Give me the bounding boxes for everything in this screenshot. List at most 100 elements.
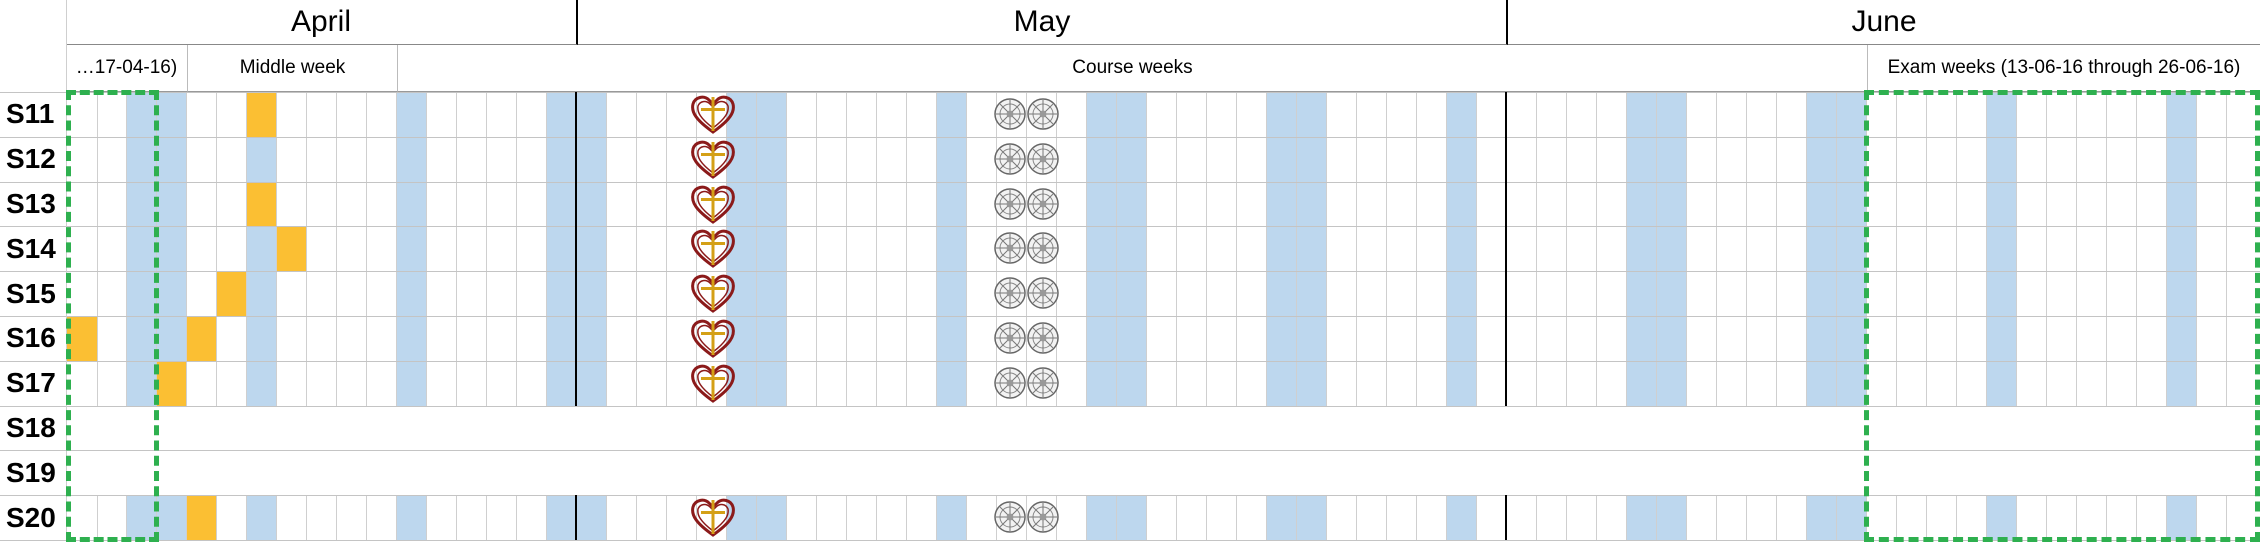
- heart-cross-icon[interactable]: [688, 362, 738, 409]
- weekend-cell[interactable]: [936, 92, 966, 137]
- grid-line: [2226, 495, 2227, 540]
- weekend-cell[interactable]: [396, 92, 426, 137]
- weekend-cell[interactable]: [936, 271, 966, 316]
- weekend-cell[interactable]: [2166, 181, 2196, 227]
- grid-line: [1686, 92, 1687, 406]
- row-label[interactable]: S14: [6, 232, 56, 264]
- heart-cross-icon[interactable]: [688, 93, 738, 140]
- weekend-cell[interactable]: [936, 226, 966, 272]
- marker-cell[interactable]: [246, 92, 276, 137]
- marker-cell[interactable]: [216, 271, 246, 316]
- weekend-cell[interactable]: [1446, 92, 1476, 137]
- weekend-cell[interactable]: [1446, 181, 1476, 227]
- weekend-cell[interactable]: [2166, 92, 2196, 137]
- weekend-cell[interactable]: [246, 271, 276, 316]
- weekend-cell[interactable]: [246, 360, 276, 406]
- heart-cross-icon[interactable]: [688, 183, 738, 230]
- heart-cross-icon[interactable]: [688, 138, 738, 185]
- double-gear-icon[interactable]: [994, 363, 1060, 408]
- row-label[interactable]: S13: [6, 187, 56, 219]
- weekend-cell[interactable]: [396, 181, 426, 227]
- row-label[interactable]: S11: [6, 98, 55, 130]
- weekend-cell[interactable]: [1446, 226, 1476, 272]
- row-label[interactable]: S19: [6, 456, 56, 488]
- marker-cell[interactable]: [276, 226, 306, 272]
- marker-cell[interactable]: [66, 316, 97, 361]
- weekend-cell[interactable]: [1986, 271, 2016, 316]
- weekend-cell[interactable]: [1986, 181, 2016, 227]
- weekend-cell[interactable]: [1986, 495, 2016, 540]
- double-gear-icon[interactable]: [994, 94, 1060, 139]
- period-header-course-weeks[interactable]: Course weeks: [398, 45, 1868, 92]
- grid-line: [2076, 92, 2077, 406]
- weekend-cell[interactable]: [1446, 360, 1476, 406]
- weekend-cell[interactable]: [1446, 271, 1476, 316]
- row-label[interactable]: S18: [6, 411, 56, 443]
- weekend-cell[interactable]: [936, 360, 966, 406]
- double-gear-icon[interactable]: [994, 273, 1060, 318]
- marker-cell[interactable]: [186, 495, 216, 540]
- grid-line: [1416, 495, 1417, 540]
- row-label[interactable]: S17: [6, 367, 56, 399]
- grid-line: [1956, 92, 1957, 406]
- weekend-cell[interactable]: [1986, 360, 2016, 406]
- grid-line: [216, 92, 217, 406]
- weekend-cell[interactable]: [1986, 316, 2016, 361]
- weekend-cell[interactable]: [1986, 92, 2016, 137]
- double-gear-icon[interactable]: [994, 318, 1060, 363]
- period-header-exam-weeks[interactable]: Exam weeks (13-06-16 through 26-06-16): [1868, 45, 2260, 92]
- weekend-cell[interactable]: [396, 271, 426, 316]
- weekend-cell[interactable]: [1446, 495, 1476, 540]
- weekend-cell[interactable]: [2166, 226, 2196, 272]
- row-label[interactable]: S12: [6, 143, 56, 175]
- grid-line: [1716, 495, 1717, 540]
- weekend-cell[interactable]: [246, 136, 276, 182]
- weekend-cell[interactable]: [1446, 316, 1476, 361]
- marker-cell[interactable]: [156, 360, 186, 406]
- weekend-cell[interactable]: [246, 226, 276, 272]
- weekend-cell[interactable]: [396, 495, 426, 540]
- heart-cross-icon[interactable]: [688, 317, 738, 364]
- row-label[interactable]: S16: [6, 322, 56, 354]
- weekend-cell[interactable]: [936, 181, 966, 227]
- heart-cross-icon[interactable]: [688, 272, 738, 319]
- double-gear-icon[interactable]: [994, 228, 1060, 273]
- marker-cell[interactable]: [186, 316, 216, 361]
- weekend-cell[interactable]: [2166, 136, 2196, 182]
- weekend-cell[interactable]: [246, 316, 276, 361]
- grid-line: [756, 92, 757, 406]
- heart-cross-icon[interactable]: [688, 496, 738, 543]
- double-gear-icon[interactable]: [994, 497, 1060, 542]
- weekend-cell[interactable]: [1986, 136, 2016, 182]
- weekend-cell[interactable]: [936, 136, 966, 182]
- period-header-easter-week[interactable]: …17-04-16): [66, 45, 188, 92]
- weekend-cell[interactable]: [2166, 316, 2196, 361]
- double-gear-icon[interactable]: [994, 184, 1060, 229]
- heart-cross-icon[interactable]: [688, 227, 738, 274]
- weekend-cell[interactable]: [396, 226, 426, 272]
- marker-cell[interactable]: [246, 181, 276, 227]
- weekend-cell[interactable]: [2166, 271, 2196, 316]
- weekend-cell[interactable]: [936, 316, 966, 361]
- month-header-may[interactable]: May: [578, 0, 1508, 45]
- grid-line: [1746, 495, 1747, 540]
- weekend-cell[interactable]: [1986, 226, 2016, 272]
- weekend-cell[interactable]: [1446, 136, 1476, 182]
- weekend-cell[interactable]: [396, 316, 426, 361]
- exam-range-easter[interactable]: [66, 90, 159, 542]
- row-label[interactable]: S15: [6, 277, 56, 309]
- double-gear-icon[interactable]: [994, 139, 1060, 184]
- weekend-cell[interactable]: [2166, 360, 2196, 406]
- exam-range-june[interactable]: [1864, 90, 2260, 542]
- weekend-cell[interactable]: [2166, 495, 2196, 540]
- grid-line: [1116, 495, 1117, 540]
- period-header-middle-week[interactable]: Middle week: [188, 45, 398, 92]
- weekend-cell[interactable]: [936, 495, 966, 540]
- weekend-cell[interactable]: [396, 360, 426, 406]
- row-label[interactable]: S20: [6, 501, 56, 533]
- month-header-april[interactable]: April: [66, 0, 578, 45]
- weekend-cell[interactable]: [246, 495, 276, 540]
- weekend-cell[interactable]: [396, 136, 426, 182]
- month-header-june[interactable]: June: [1508, 0, 2260, 45]
- grid-line: [2196, 495, 2197, 540]
